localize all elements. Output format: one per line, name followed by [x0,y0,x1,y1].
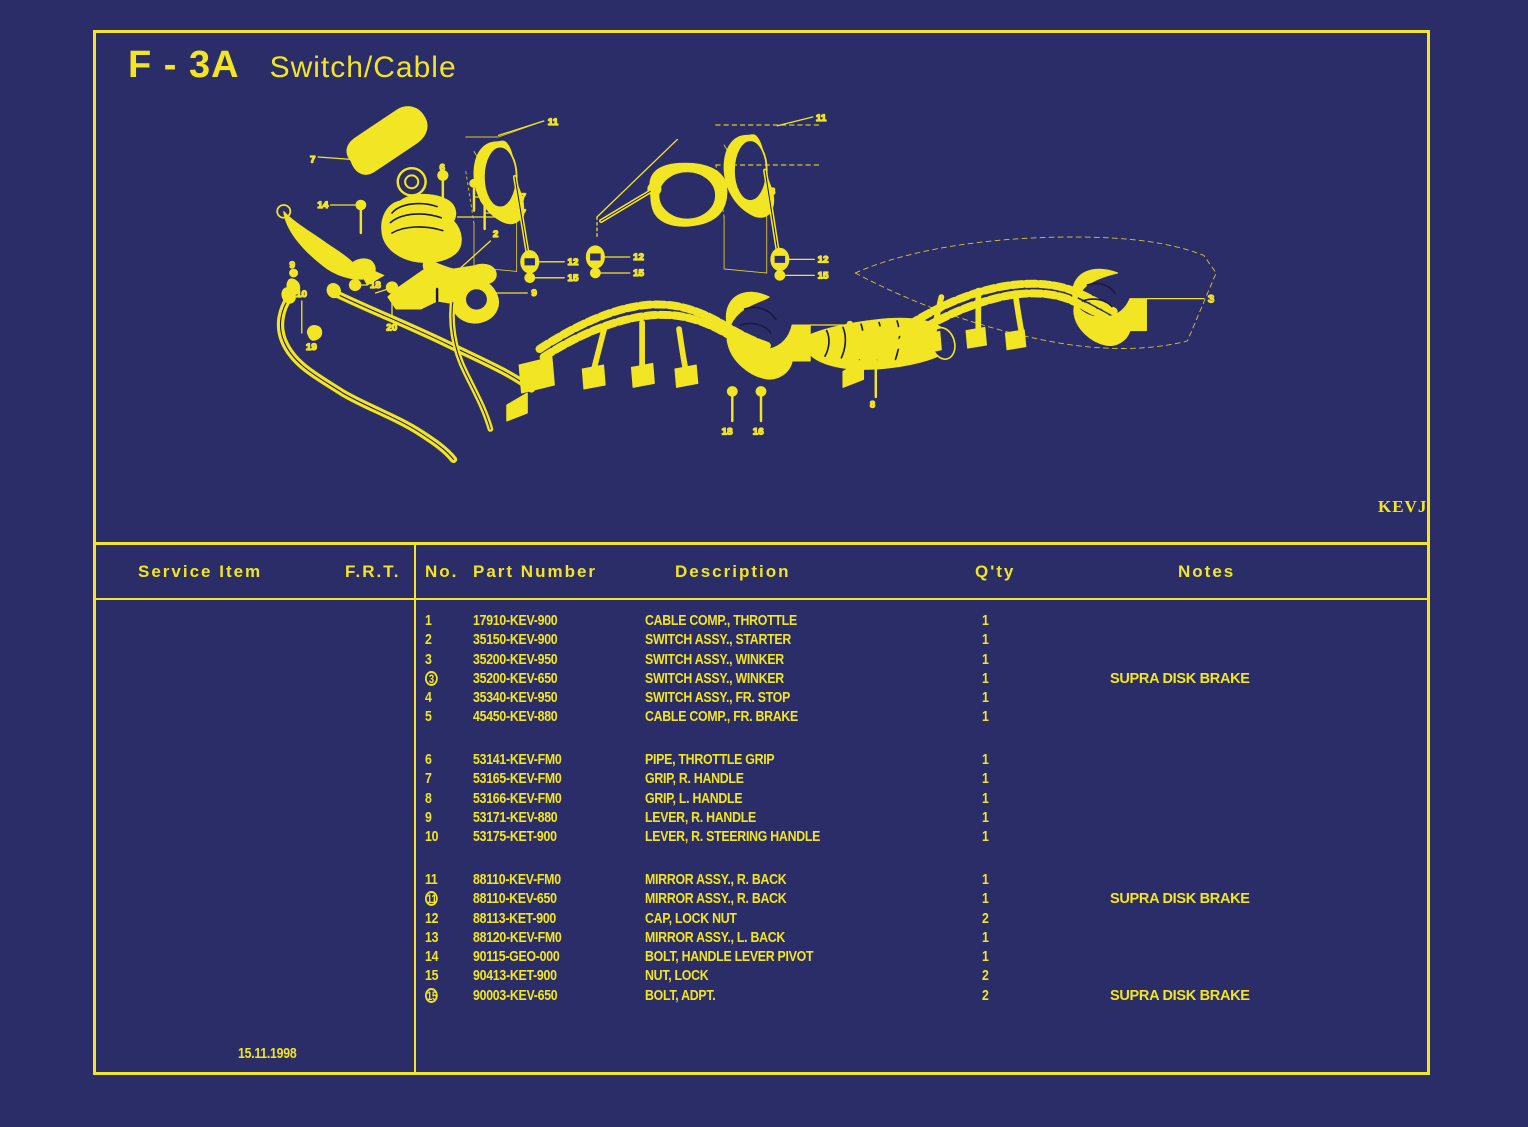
svg-text:15: 15 [567,273,579,284]
svg-text:7: 7 [310,155,315,166]
svg-text:2: 2 [493,229,499,240]
svg-text:15: 15 [633,268,645,279]
svg-text:18: 18 [722,427,734,438]
svg-text:18: 18 [370,280,382,291]
svg-text:19: 19 [306,342,318,353]
svg-text:14: 14 [317,200,329,211]
svg-text:11: 11 [816,113,827,124]
svg-text:16: 16 [753,427,765,438]
svg-text:12: 12 [818,255,830,266]
svg-text:9: 9 [531,288,537,299]
svg-text:3: 3 [1208,294,1214,306]
svg-text:4: 4 [433,321,438,331]
svg-text:6: 6 [440,163,446,174]
svg-text:11: 11 [548,117,559,128]
svg-text:8: 8 [870,399,875,409]
svg-text:12: 12 [567,257,579,268]
svg-text:1: 1 [322,345,327,355]
svg-text:2: 2 [503,212,509,223]
svg-text:15: 15 [818,271,830,282]
svg-text:12: 12 [633,252,645,263]
svg-text:9: 9 [290,260,296,271]
